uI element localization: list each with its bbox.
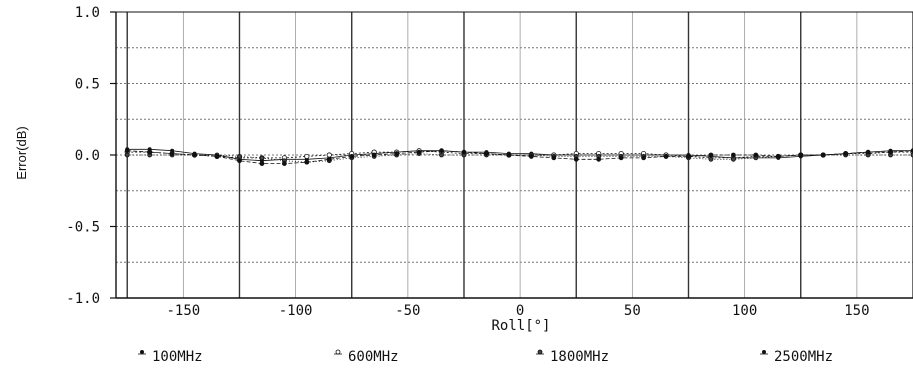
data-point-1800MHz [259, 155, 265, 161]
data-point-2500MHz [730, 152, 736, 158]
data-point-2500MHz [865, 149, 871, 155]
legend-marker [335, 349, 341, 355]
y-tick-label: -1.0 [66, 291, 100, 307]
data-point-2500MHz [326, 156, 332, 162]
series-line-2500MHz [127, 150, 913, 165]
data-point-2500MHz [775, 154, 781, 159]
legend-label: 2500MHz [774, 349, 833, 365]
legend-marker [762, 350, 766, 354]
data-point-2500MHz [416, 149, 422, 155]
x-tick-label: 100 [732, 303, 757, 319]
axes-layer [110, 11, 913, 299]
y-tick-label: 0.0 [75, 148, 100, 164]
data-point-2500MHz [214, 154, 220, 159]
x-axis-label: Roll[°] [491, 318, 550, 334]
data-point-2500MHz [573, 156, 579, 162]
x-tick-label: -50 [395, 303, 420, 319]
data-point-2500MHz [371, 152, 377, 158]
legend-marker [537, 349, 543, 355]
data-point-2500MHz [528, 154, 534, 159]
legend-label: 600MHz [348, 349, 399, 365]
data-point-2500MHz [281, 161, 287, 166]
data-point-1800MHz [708, 156, 714, 162]
data-point-2500MHz [439, 148, 444, 154]
data-point-2500MHz [394, 151, 400, 156]
legend-label: 1800MHz [550, 349, 609, 365]
legend-marker [140, 350, 144, 354]
data-point-2500MHz [237, 158, 242, 164]
x-tick-label: 0 [516, 303, 524, 319]
x-tick-label: 50 [624, 303, 641, 319]
y-axis-label: Error(dB) [14, 126, 29, 179]
data-point-2500MHz [686, 154, 691, 159]
data-point-2500MHz [798, 152, 804, 158]
data-point-2500MHz [910, 148, 913, 154]
data-point-2500MHz [259, 161, 265, 166]
series-layer [124, 147, 913, 166]
x-tick-label: -150 [166, 303, 200, 319]
legend: 100MHz 600MHz 1800MHz 2500MHz [138, 349, 833, 365]
data-point-2500MHz [596, 156, 602, 162]
data-point-2500MHz [506, 152, 512, 158]
data-point-2500MHz [169, 151, 175, 156]
data-point-2500MHz [708, 152, 714, 158]
data-point-2500MHz [618, 155, 624, 161]
data-point-2500MHz [753, 152, 759, 158]
y-tick-label: 0.5 [75, 77, 100, 93]
data-point-2500MHz [663, 154, 669, 159]
y-tick-label: 1.0 [75, 5, 100, 21]
y-tick-label: -0.5 [66, 220, 100, 236]
data-point-2500MHz [461, 149, 467, 155]
data-point-2500MHz [484, 151, 489, 156]
data-point-1800MHz [730, 156, 736, 162]
data-point-2500MHz [820, 152, 826, 158]
data-point-2500MHz [888, 149, 893, 155]
data-point-600MHz [326, 152, 332, 158]
data-point-1800MHz [237, 154, 242, 159]
data-point-2500MHz [147, 149, 153, 155]
data-point-1800MHz [124, 152, 130, 158]
data-point-2500MHz [551, 155, 557, 161]
series-line-100MHz [127, 148, 913, 162]
data-point-2500MHz [192, 152, 197, 158]
data-point-2500MHz [641, 155, 646, 161]
series-line-1800MHz [127, 153, 913, 163]
minor-gridlines [116, 12, 913, 298]
x-tick-labels: -150 -100 -50 0 50 100 150 [166, 303, 869, 319]
data-point-2500MHz [349, 154, 355, 159]
y-tick-labels: 1.0 0.5 0.0 -0.5 -1.0 [66, 5, 100, 307]
legend-label: 100MHz [152, 349, 203, 365]
x-tick-label: 150 [844, 303, 869, 319]
data-point-2500MHz [843, 151, 849, 156]
data-point-2500MHz [304, 159, 310, 165]
data-point-600MHz [304, 153, 310, 160]
data-point-2500MHz [124, 148, 130, 154]
data-point-1800MHz [439, 152, 444, 158]
x-tick-label: -100 [279, 303, 313, 319]
